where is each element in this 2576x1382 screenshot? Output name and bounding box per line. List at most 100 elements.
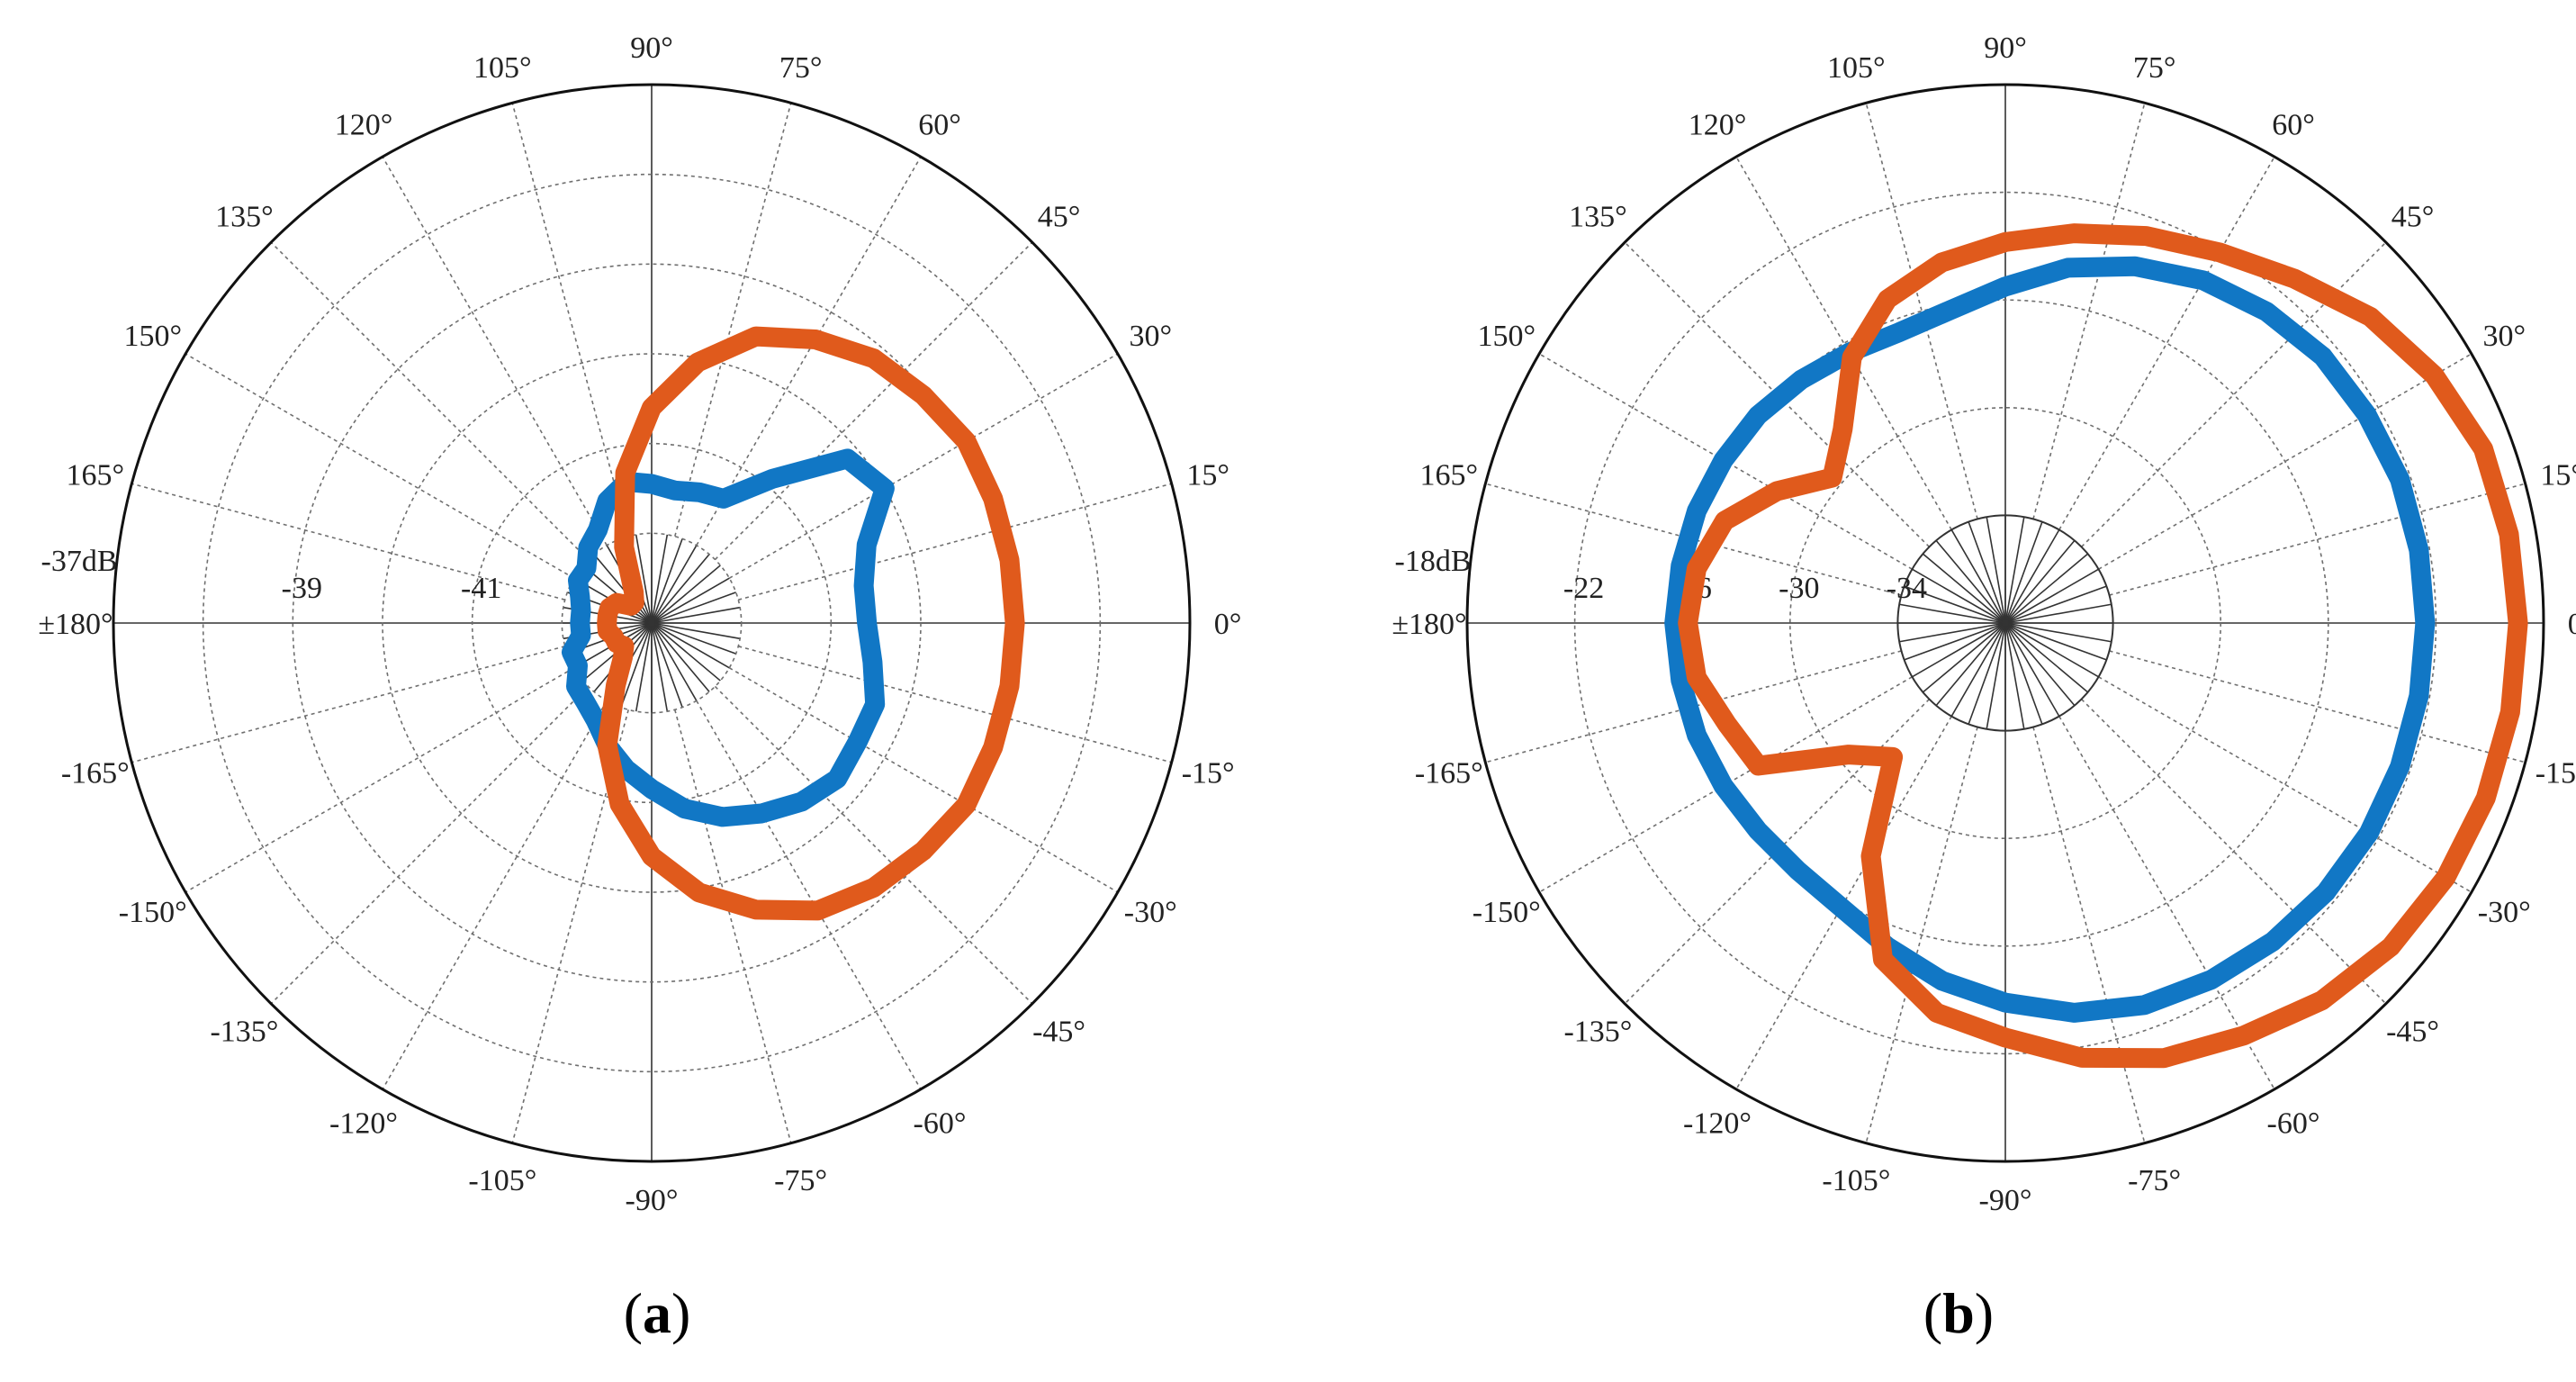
inner-spoke	[651, 545, 698, 624]
angle-tick-label: -135°	[1563, 1016, 1632, 1049]
inner-spoke	[2004, 622, 2089, 693]
angle-gridline	[131, 483, 565, 601]
inner-spoke	[1986, 517, 2006, 624]
panel-label-a-letter: a	[643, 1281, 671, 1345]
inner-spoke	[1935, 539, 2006, 624]
angle-tick-label: 150°	[123, 320, 182, 353]
radial-tick-label: -22	[1563, 572, 1604, 605]
series-blue-line	[1664, 256, 2436, 1023]
angle-tick-label: -105°	[468, 1164, 536, 1197]
series-blue-line	[562, 448, 895, 827]
angle-tick-label: 120°	[335, 109, 393, 142]
inner-spoke	[1986, 622, 2006, 729]
angle-tick-label: -15°	[2535, 757, 2576, 790]
angle-gridline	[382, 700, 608, 1090]
radial-gridlines	[1573, 191, 2437, 1055]
inner-spoke	[2004, 529, 2060, 624]
radial-gridline	[1896, 514, 2114, 732]
angle-tick-label: -165°	[1415, 757, 1483, 790]
inner-spoke	[651, 606, 741, 624]
angle-tick-label: 135°	[215, 200, 274, 233]
outer-ring	[1465, 83, 2545, 1163]
angle-tick-label: 0°	[2568, 608, 2576, 641]
radial-tick-label: -34	[1887, 572, 1927, 605]
inner-spoke	[651, 622, 683, 708]
angle-tick-label: 150°	[1477, 320, 1536, 353]
inner-spoke	[651, 622, 721, 682]
inner-spoke	[651, 534, 669, 624]
inner-spoke	[1904, 622, 2006, 661]
angle-tick-labels: 0° 15° 30° 45° 60° 75° 90° 105° 120° 135° 150° 165°…	[1392, 32, 2576, 1217]
center-point	[2002, 619, 2009, 627]
angle-gridline	[382, 156, 608, 546]
angle-gridline	[131, 646, 565, 763]
angle-tick-label: -120°	[329, 1107, 398, 1140]
inner-spoke	[635, 622, 653, 712]
series-group	[562, 326, 1025, 921]
panel-label-a: (a)	[624, 1281, 691, 1345]
inner-spoke	[2004, 622, 2099, 678]
radial-tick-labels: -34-30-26-22-18dB	[1395, 545, 1928, 605]
angle-tick-label: 90°	[630, 32, 673, 65]
inner-spoke	[2004, 539, 2076, 624]
radial-tick-label: -39	[282, 572, 322, 605]
angle-tick-label: -105°	[1822, 1164, 1890, 1197]
angle-tick-label: -75°	[774, 1164, 827, 1197]
angle-tick-label: -120°	[1683, 1107, 1752, 1140]
angle-tick-label: 75°	[2133, 51, 2176, 85]
angle-gridline	[185, 667, 575, 893]
angle-tick-label: -30°	[2478, 896, 2531, 929]
radial-tick-labels: -41 -39 -37dB	[41, 545, 502, 605]
angle-tick-label: ±180°	[1392, 608, 1466, 641]
inner-spoke	[2004, 553, 2089, 624]
series-orange-line	[597, 326, 1025, 921]
inner-spoke	[2004, 521, 2043, 624]
angle-gridline	[270, 685, 590, 1005]
angle-tick-label: 45°	[2391, 200, 2435, 233]
inner-spoke	[2004, 622, 2107, 661]
inner-spoke	[1935, 622, 2006, 707]
angle-gridline	[696, 156, 922, 546]
inner-spoke	[635, 534, 653, 624]
angle-gridline	[2109, 483, 2526, 596]
angle-tick-label: 75°	[779, 51, 823, 85]
radial-gridline	[1573, 191, 2437, 1055]
radial-tick-label: -41	[461, 572, 501, 605]
angle-tick-label: 30°	[1129, 320, 1172, 353]
series-group	[1664, 223, 2528, 1069]
inner-spoke	[1922, 622, 2006, 693]
angle-gridline	[738, 646, 1172, 763]
angle-gridline	[2109, 650, 2526, 763]
angle-tick-label: 15°	[2540, 458, 2576, 492]
angle-tick-label: 120°	[1689, 109, 1747, 142]
angle-tick-label: -135°	[210, 1016, 278, 1049]
angle-gridline	[1735, 156, 1952, 530]
angle-tick-label: -15°	[1182, 757, 1235, 790]
angle-tick-label: 15°	[1186, 458, 1229, 492]
angle-tick-label: 90°	[1984, 32, 2027, 65]
angle-tick-label: -60°	[2267, 1107, 2320, 1140]
angle-tick-label: ±180°	[38, 608, 113, 641]
angular-gridlines	[1467, 85, 2544, 1161]
inner-spoke	[651, 622, 710, 692]
inner-spoke	[593, 554, 653, 624]
inner-spoke	[651, 554, 710, 624]
angle-tick-label: 45°	[1038, 200, 1081, 233]
angle-gridline	[728, 667, 1119, 893]
radial-tick-label: -18dB	[1395, 545, 1472, 578]
angle-tick-label: 0°	[1214, 608, 1242, 641]
angle-tick-label: -165°	[61, 757, 130, 790]
outer-ring	[112, 83, 1192, 1163]
radial-gridline	[561, 532, 743, 714]
radial-gridline	[382, 353, 922, 893]
inner-spoke	[1912, 568, 2006, 624]
angle-tick-label: -75°	[2128, 1164, 2181, 1197]
angle-gridline	[2032, 727, 2146, 1143]
inner-spoke	[1968, 521, 2006, 624]
angle-gridline	[728, 353, 1119, 579]
inner-spoke	[2004, 568, 2099, 624]
radial-gridline	[1681, 299, 2329, 947]
inner-spoke	[1950, 529, 2006, 624]
inner-spoke	[651, 622, 698, 701]
